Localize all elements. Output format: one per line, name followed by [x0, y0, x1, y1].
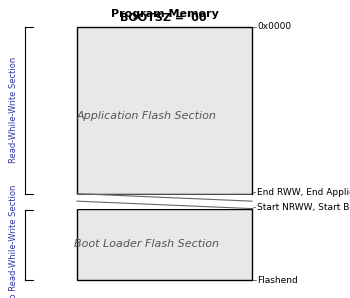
Text: 0x0000: 0x0000 [257, 22, 291, 31]
Bar [77, 194, 252, 209]
Text: Program Memory: Program Memory [111, 9, 218, 19]
Bar [77, 27, 252, 194]
Text: No Read-While-Write Section: No Read-While-Write Section [9, 185, 19, 298]
Text: Flashend: Flashend [257, 276, 298, 285]
Bar [77, 209, 252, 280]
Text: Read-While-Write Section: Read-While-Write Section [9, 57, 19, 163]
Text: Boot Loader Flash Section: Boot Loader Flash Section [75, 239, 219, 249]
Text: Application Flash Section: Application Flash Section [77, 111, 217, 121]
Text: BOOTSZ = '00': BOOTSZ = '00' [120, 13, 209, 24]
Text: Start NRWW, Start Boot Loader: Start NRWW, Start Boot Loader [257, 203, 350, 212]
Text: End RWW, End Application: End RWW, End Application [257, 188, 350, 197]
